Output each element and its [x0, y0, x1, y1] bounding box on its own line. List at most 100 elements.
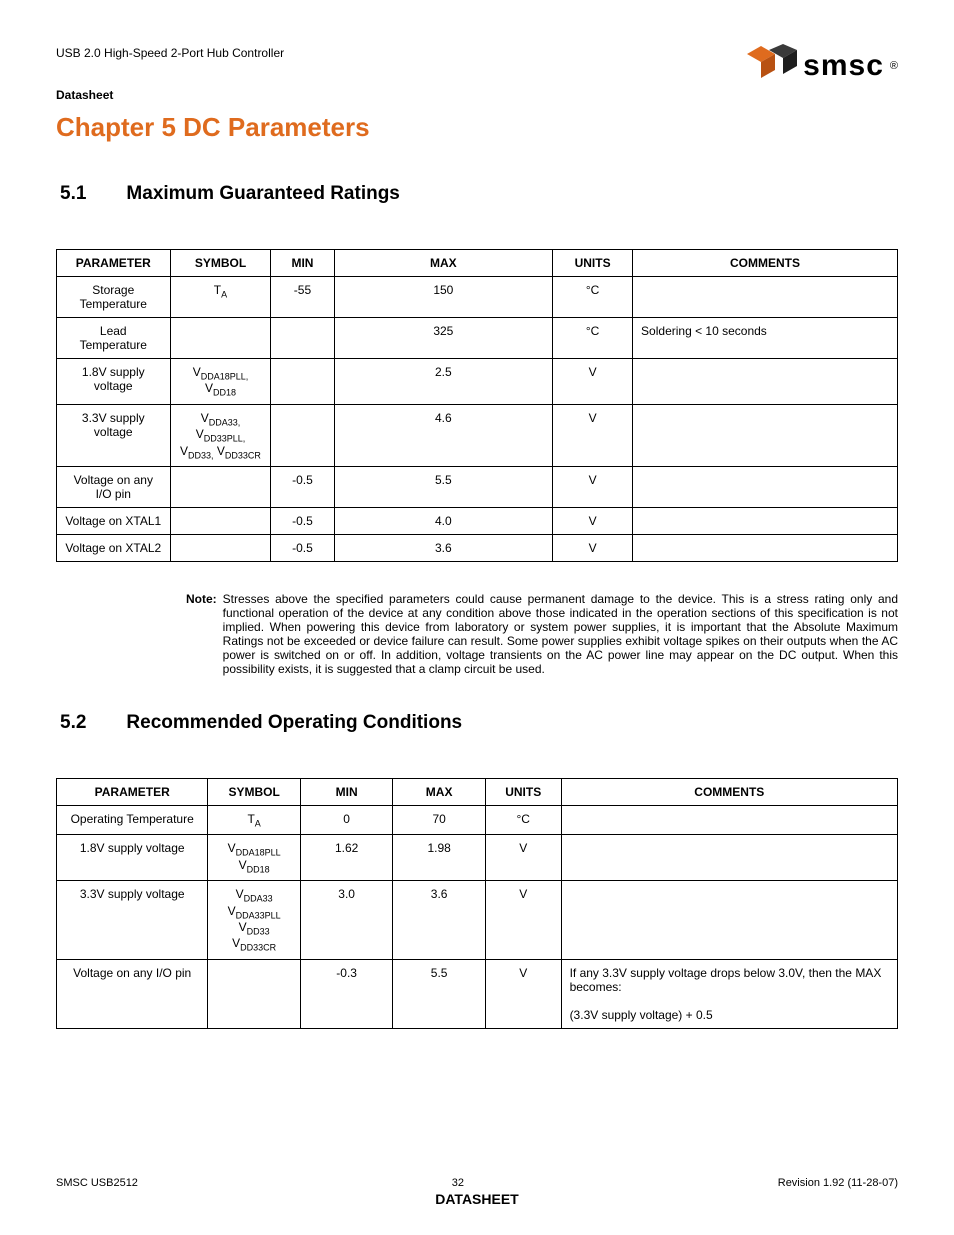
table-cell: Voltage on any I/O pin: [57, 466, 171, 507]
table-cell: Operating Temperature: [57, 805, 208, 834]
table-cell: VDDA33, VDD33PLL, VDD33, VDD33CR: [170, 404, 271, 466]
table-cell: 3.6: [334, 534, 553, 561]
table-header: MIN: [300, 778, 393, 805]
table-cell: 0: [300, 805, 393, 834]
header-left: USB 2.0 High-Speed 2-Port Hub Controller…: [56, 44, 284, 104]
table-cell: [633, 277, 898, 318]
table-cell: VDDA18PLL VDD18: [208, 835, 301, 881]
table-row: Operating TemperatureTA070°C: [57, 805, 898, 834]
max-ratings-table: PARAMETERSYMBOLMINMAXUNITSCOMMENTS Stora…: [56, 249, 898, 562]
table-cell: V: [553, 534, 633, 561]
table-row: 1.8V supply voltageVDDA18PLL VDD181.621.…: [57, 835, 898, 881]
footer-page-number: 32: [452, 1177, 464, 1189]
table-cell: Soldering < 10 seconds: [633, 318, 898, 359]
table-cell: Voltage on XTAL1: [57, 507, 171, 534]
table-cell: [271, 404, 334, 466]
table-row: Voltage on XTAL1-0.54.0V: [57, 507, 898, 534]
table-row: Voltage on XTAL2 -0.53.6V: [57, 534, 898, 561]
table-cell: [271, 318, 334, 359]
section-number: 5.1: [60, 183, 86, 205]
footer-datasheet-label: DATASHEET: [56, 1191, 898, 1207]
doc-title: USB 2.0 High-Speed 2-Port Hub Controller: [56, 44, 284, 62]
table-cell: [170, 507, 271, 534]
logo-icon: [747, 44, 797, 87]
table-cell: VDDA18PLL, VDD18: [170, 359, 271, 405]
footer-right: Revision 1.92 (11-28-07): [778, 1177, 898, 1189]
table-cell: 3.3V supply voltage: [57, 404, 171, 466]
table-row: Voltage on any I/O pin-0.55.5V: [57, 466, 898, 507]
table-header: SYMBOL: [170, 250, 271, 277]
table-cell: -55: [271, 277, 334, 318]
table-cell: [633, 534, 898, 561]
table-row: 1.8V supply voltageVDDA18PLL, VDD182.5V: [57, 359, 898, 405]
table-cell: V: [485, 835, 561, 881]
table-row: Storage TemperatureTA-55150°C: [57, 277, 898, 318]
table-cell: [208, 959, 301, 1028]
table-cell: -0.5: [271, 534, 334, 561]
section-title: Recommended Operating Conditions: [126, 712, 462, 734]
section-5-1-heading: 5.1 Maximum Guaranteed Ratings: [60, 183, 898, 205]
table-cell: If any 3.3V supply voltage drops below 3…: [561, 959, 897, 1028]
table-cell: 1.8V supply voltage: [57, 835, 208, 881]
table-cell: [633, 404, 898, 466]
logo-registered: ®: [890, 60, 898, 72]
table-cell: -0.5: [271, 466, 334, 507]
note-block: Note: Stresses above the specified param…: [186, 592, 898, 676]
table-cell: [271, 359, 334, 405]
table-cell: °C: [553, 277, 633, 318]
table-cell: 4.6: [334, 404, 553, 466]
section-5-2-heading: 5.2 Recommended Operating Conditions: [60, 712, 898, 734]
section-title: Maximum Guaranteed Ratings: [126, 183, 399, 205]
table-cell: 1.98: [393, 835, 486, 881]
table-cell: 3.3V supply voltage: [57, 881, 208, 960]
logo-text: smsc: [803, 49, 884, 83]
table-cell: 3.6: [393, 881, 486, 960]
note-label: Note:: [186, 592, 217, 676]
table-header: UNITS: [485, 778, 561, 805]
table-cell: 2.5: [334, 359, 553, 405]
table-row: Lead Temperature325°CSoldering < 10 seco…: [57, 318, 898, 359]
chapter-title: Chapter 5 DC Parameters: [56, 112, 898, 143]
table-cell: V: [553, 507, 633, 534]
table-row: 3.3V supply voltageVDDA33 VDDA33PLL VDD3…: [57, 881, 898, 960]
table-cell: [633, 507, 898, 534]
table-row: Voltage on any I/O pin-0.35.5VIf any 3.3…: [57, 959, 898, 1028]
table-header: UNITS: [553, 250, 633, 277]
page-footer: SMSC USB2512 32 Revision 1.92 (11-28-07)…: [56, 1177, 898, 1207]
table-cell: TA: [170, 277, 271, 318]
table-cell: [561, 881, 897, 960]
table-header: PARAMETER: [57, 250, 171, 277]
table-cell: -0.5: [271, 507, 334, 534]
table-cell: [561, 835, 897, 881]
table-cell: V: [553, 466, 633, 507]
table-cell: Voltage on XTAL2: [57, 534, 171, 561]
table-header: PARAMETER: [57, 778, 208, 805]
table-header: SYMBOL: [208, 778, 301, 805]
company-logo: smsc ®: [747, 44, 898, 87]
table-cell: Voltage on any I/O pin: [57, 959, 208, 1028]
note-text: Stresses above the specified parameters …: [223, 592, 898, 676]
table-cell: Lead Temperature: [57, 318, 171, 359]
doc-type: Datasheet: [56, 86, 284, 104]
table-cell: V: [553, 404, 633, 466]
table-header: MAX: [393, 778, 486, 805]
page: USB 2.0 High-Speed 2-Port Hub Controller…: [0, 0, 954, 1235]
table-cell: 325: [334, 318, 553, 359]
table-header: MIN: [271, 250, 334, 277]
table-header: COMMENTS: [633, 250, 898, 277]
table-cell: °C: [485, 805, 561, 834]
table-header: COMMENTS: [561, 778, 897, 805]
operating-conditions-table: PARAMETERSYMBOLMINMAXUNITSCOMMENTS Opera…: [56, 778, 898, 1029]
table-cell: TA: [208, 805, 301, 834]
table-cell: 150: [334, 277, 553, 318]
table-cell: [561, 805, 897, 834]
table-cell: [170, 318, 271, 359]
table-header: MAX: [334, 250, 553, 277]
section-number: 5.2: [60, 712, 86, 734]
top-header: USB 2.0 High-Speed 2-Port Hub Controller…: [56, 44, 898, 104]
table-cell: [633, 359, 898, 405]
table-cell: 5.5: [393, 959, 486, 1028]
table-cell: -0.3: [300, 959, 393, 1028]
footer-left: SMSC USB2512: [56, 1177, 138, 1189]
table-cell: 1.62: [300, 835, 393, 881]
